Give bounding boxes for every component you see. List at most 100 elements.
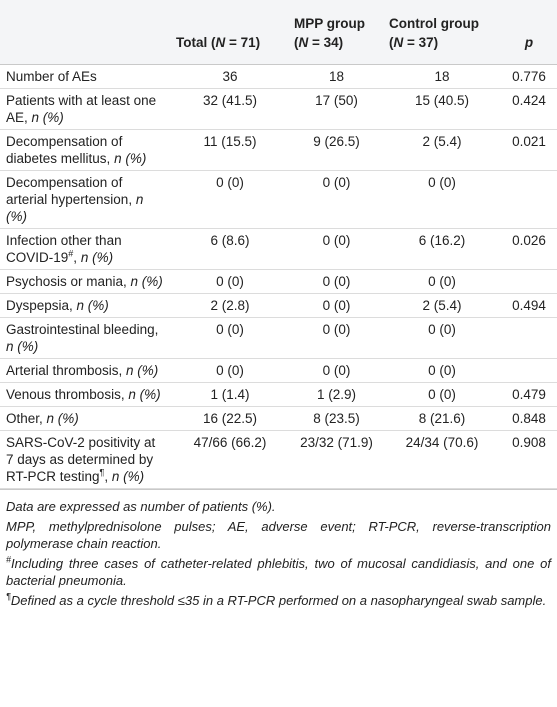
value-cell: 17 (50) [288,88,383,130]
value-cell: 24/34 (70.6) [383,430,499,489]
value-cell: 0.026 [499,228,557,270]
row-label: SARS-CoV-2 positivity at 7 days as deter… [0,430,170,489]
label-text: SARS-CoV-2 positivity at 7 days as deter… [6,435,156,484]
cell-text: 0 (0) [428,322,456,337]
cell-text: 0.424 [512,93,546,108]
value-cell: 0.848 [499,406,557,431]
cell-text: 0.026 [512,233,546,248]
header-cell: Control group (N = 37) [383,0,499,65]
label-text: Other, [6,411,47,426]
label-text: n (%) [111,469,145,484]
header-text: N [298,35,309,50]
value-cell: 6 (16.2) [383,228,499,270]
value-cell: 0.494 [499,293,557,318]
value-cell: 2 (5.4) [383,129,499,171]
label-text: Decompensation of arterial hypertension, [6,175,136,207]
footnote-text: Defined as a cycle threshold ≤35 in a RT… [10,593,547,608]
value-cell: 0 (0) [170,317,288,359]
cell-text: 32 (41.5) [202,93,258,108]
cell-text: 0 (0) [216,175,244,190]
row-label: Other, n (%) [0,406,170,431]
label-text: Decompensation of diabetes mellitus, [6,134,123,166]
cell-text: 0.021 [512,134,546,149]
value-cell: 0 (0) [383,170,499,229]
value-cell: 0 (0) [288,293,383,318]
cell-text: 0 (0) [428,175,456,190]
value-cell [499,358,557,383]
footnote: #Including three cases of catheter-relat… [6,555,551,589]
value-cell: 23/32 (71.9) [288,430,383,489]
table-row: Number of AEs 36 18 18 0.776 [0,64,557,89]
table-row: Other, n (%) 16 (22.5) 8 (23.5) 8 (21.6) 0.8… [0,406,557,431]
value-cell: 0 (0) [170,269,288,294]
footnote-text: Including three cases of catheter-relate… [6,556,551,588]
value-cell: 0.021 [499,129,557,171]
value-cell: 0 (0) [288,228,383,270]
value-cell: 0 (0) [170,358,288,383]
footnote-mark: ¶ [6,591,11,602]
footnote-mark: # [6,554,12,565]
value-cell: 2 (5.4) [383,293,499,318]
row-label: Arterial thrombosis, n (%) [0,358,170,383]
cell-text: 36 [222,69,238,84]
cell-text: 18 [434,69,450,84]
header-text: Control group ( [389,16,479,50]
cell-text: 17 (50) [315,93,358,108]
table-row: Patients with at least one AE, n (%) 32 (… [0,88,557,130]
value-cell: 0.908 [499,430,557,489]
label-text: Patients with at least one AE, [6,93,157,125]
value-cell: 0 (0) [383,358,499,383]
value-cell: 1 (1.4) [170,382,288,407]
cell-text: 0 (0) [322,274,351,289]
value-cell: 0 (0) [383,269,499,294]
label-text: n (%) [31,110,64,125]
label-text: Psychosis or mania, [6,274,131,289]
label-text: ¶ [99,467,105,478]
cell-text: 6 (16.2) [418,233,466,248]
header-cell: MPP group (N = 34) [288,0,383,65]
value-cell: 0 (0) [288,317,383,359]
table-body: Number of AEs 36 18 18 0.776 Patients with at… [0,64,557,489]
cell-text: 2 (5.4) [422,298,462,313]
row-label: Decompensation of diabetes mellitus, n (… [0,129,170,171]
value-cell: 18 [383,64,499,89]
cell-text: 0 (0) [322,233,351,248]
cell-text: 18 [328,69,345,84]
cell-text: 11 (15.5) [203,134,257,149]
value-cell [499,269,557,294]
row-label: Psychosis or mania, n (%) [0,269,170,294]
value-cell: 0 (0) [288,269,383,294]
cell-text: 0 (0) [322,322,351,337]
label-text: n (%) [6,192,144,224]
label-text: Number of AEs [6,69,97,84]
table-row: SARS-CoV-2 positivity at 7 days as deter… [0,430,557,489]
footnote: ¶Defined as a cycle threshold ≤35 in a R… [6,592,551,609]
value-cell: 18 [288,64,383,89]
table-row: Psychosis or mania, n (%) 0 (0) 0 (0) 0 (0) [0,269,557,294]
label-text: Dyspepsia, [6,298,77,313]
cell-text: 0 (0) [428,274,456,289]
cell-text: 0.494 [512,298,546,313]
value-cell: 36 [170,64,288,89]
cell-text: 1 (2.9) [316,387,357,402]
label-text: n (%) [80,250,114,265]
header-cell [0,0,170,65]
cell-text: 47/66 (66.2) [193,435,267,450]
cell-text: 0 (0) [216,363,244,378]
value-cell: 0 (0) [383,382,499,407]
table-row: Dyspepsia, n (%) 2 (2.8) 0 (0) 2 (5.4) 0.494 [0,293,557,318]
cell-text: 0.848 [512,411,546,426]
value-cell [499,170,557,229]
label-text: , [73,250,81,265]
table-row: Gastrointestinal bleeding, n (%) 0 (0) 0 (… [0,317,557,359]
header-row: Total (N = 71) MPP group (N = 34) Contro… [0,0,557,65]
table-row: Arterial thrombosis, n (%) 0 (0) 0 (0) 0 (0… [0,358,557,383]
row-label: Decompensation of arterial hypertension,… [0,170,170,229]
cell-text: 8 (21.6) [418,411,466,426]
value-cell [499,317,557,359]
table-row: Decompensation of arterial hypertension,… [0,170,557,229]
label-text: n (%) [126,363,159,378]
footnote: Data are expressed as number of patients… [6,499,276,514]
value-cell: 16 (22.5) [170,406,288,431]
